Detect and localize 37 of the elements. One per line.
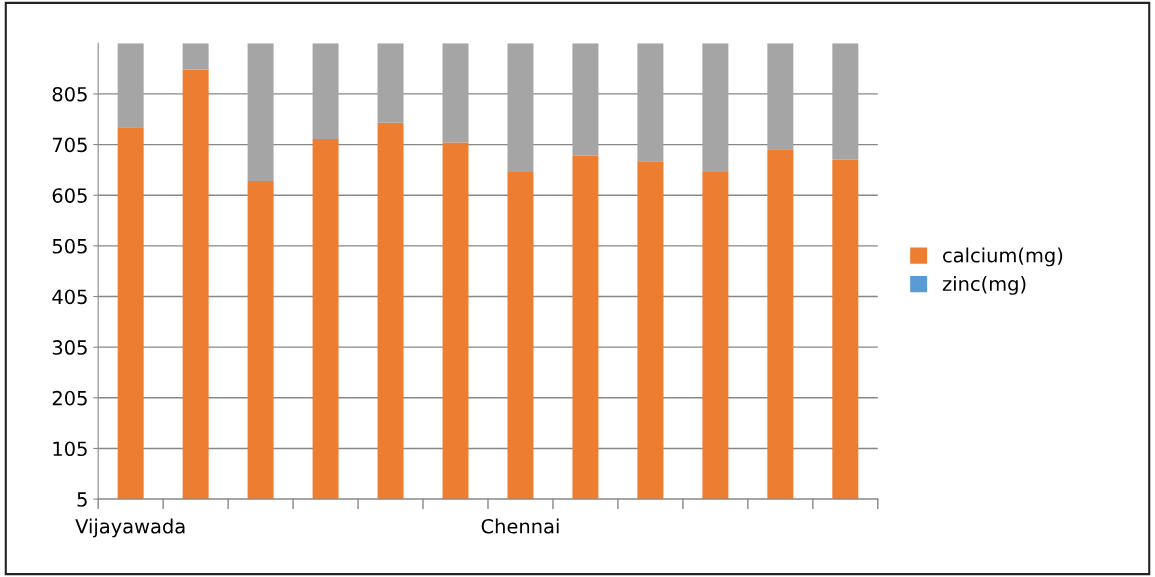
y-tick-label: 305 [52, 340, 87, 355]
y-tick-label: 5 [77, 492, 87, 507]
y-tick-label: 705 [52, 137, 87, 153]
bar [117, 43, 144, 128]
bar [572, 43, 599, 156]
y-tick-label: 505 [52, 238, 87, 254]
bar [442, 142, 469, 500]
y-tick-label: 805 [52, 86, 87, 102]
y-tick-label: 105 [53, 441, 87, 457]
legend-label: zinc(mg) [942, 276, 1026, 295]
bar [637, 43, 664, 162]
bar [572, 155, 599, 500]
x-tick-label: Chennai [481, 518, 559, 534]
bar [117, 127, 144, 500]
bar [247, 43, 274, 182]
legend-label: calcium(mg) [943, 247, 1063, 267]
y-tick-label: 605 [52, 188, 87, 203]
bar [182, 43, 209, 70]
bar [637, 161, 664, 500]
bar [312, 43, 339, 139]
y-tick-label: 205 [52, 390, 87, 406]
bar [507, 171, 534, 500]
bar [182, 69, 209, 500]
bar [702, 43, 729, 172]
bar [377, 43, 404, 123]
y-tick-label: 405 [52, 289, 87, 305]
bar [767, 43, 794, 150]
bar [832, 159, 859, 500]
bar [442, 43, 469, 143]
x-tick-label: Vijayawada [75, 518, 185, 538]
bar [767, 149, 794, 500]
bar [377, 122, 404, 500]
bar [832, 43, 859, 160]
bar [312, 139, 339, 500]
bar [247, 181, 274, 500]
bar [702, 171, 729, 500]
bar [507, 43, 534, 172]
